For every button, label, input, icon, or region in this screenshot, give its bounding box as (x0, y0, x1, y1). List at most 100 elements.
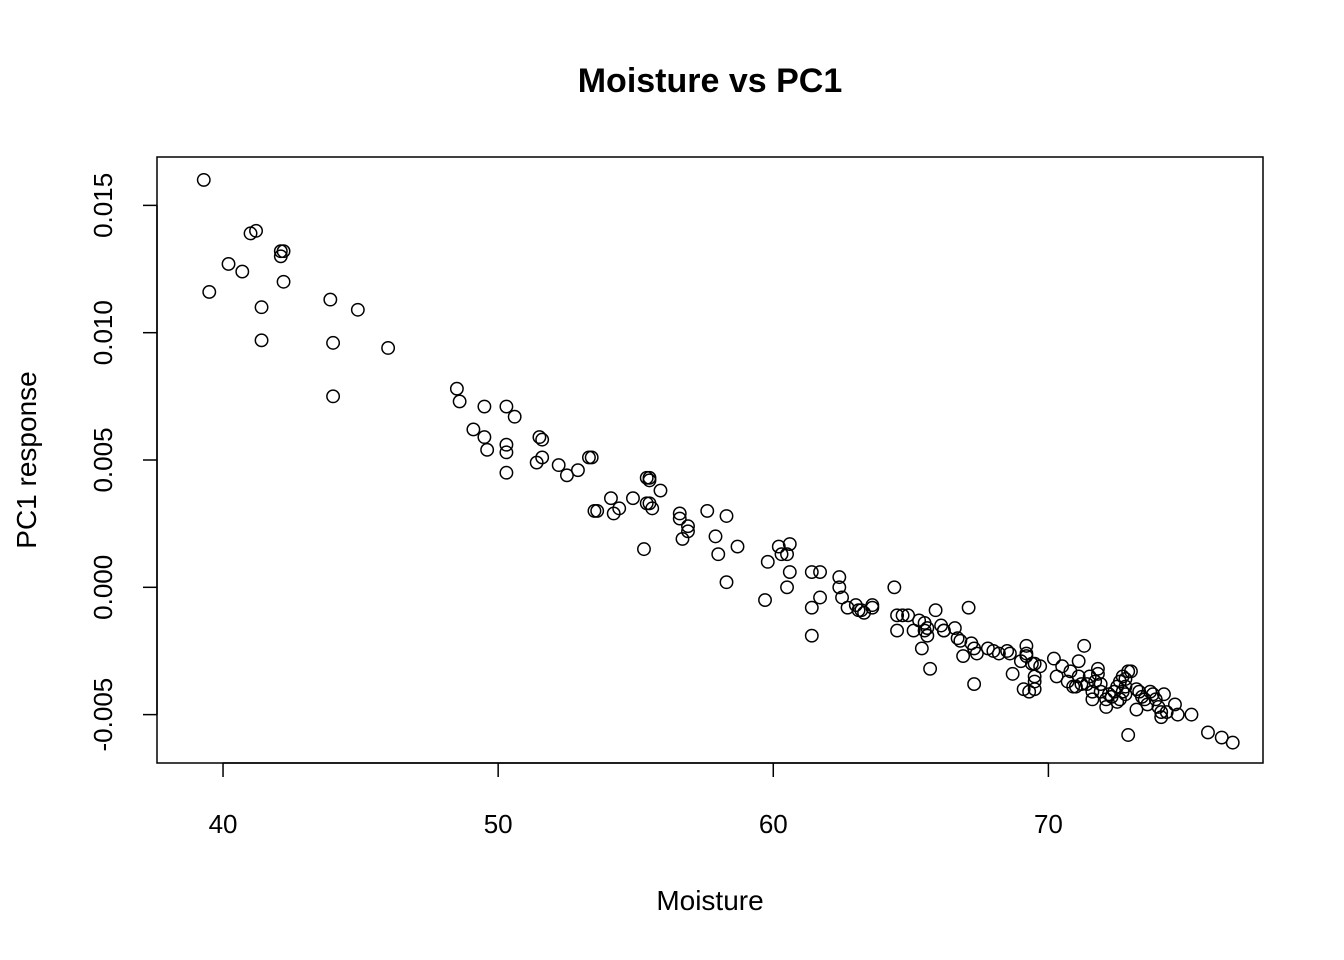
data-point (1129, 702, 1144, 717)
data-point (774, 547, 789, 562)
data-point (1118, 679, 1133, 694)
data-point (466, 422, 481, 437)
data-point (936, 623, 951, 638)
data-point (780, 547, 794, 562)
data-point (895, 608, 910, 623)
data-point (381, 341, 396, 355)
data-point (1027, 674, 1042, 689)
data-point (1085, 684, 1100, 699)
data-point (1071, 669, 1086, 684)
data-point (758, 593, 772, 607)
data-point (854, 603, 869, 618)
data-point (840, 600, 855, 615)
data-point (1090, 666, 1105, 681)
y-tick-label: 0.005 (88, 427, 118, 492)
data-point (590, 503, 605, 518)
data-point (1019, 638, 1034, 653)
data-points (196, 172, 1240, 750)
data-point (323, 292, 338, 307)
data-point (570, 463, 585, 478)
data-point (782, 565, 797, 579)
data-point (804, 565, 819, 579)
y-axis-title: PC1 response (11, 371, 42, 548)
data-point (991, 646, 1006, 661)
data-point (1121, 728, 1136, 742)
data-point (587, 503, 602, 518)
data-point (1085, 692, 1100, 707)
data-point (969, 646, 984, 661)
data-point (477, 430, 492, 445)
x-tick-label: 50 (484, 809, 513, 839)
data-point (804, 600, 819, 615)
data-point (626, 491, 640, 506)
data-point (535, 432, 550, 447)
data-point (326, 389, 341, 404)
data-point (581, 450, 596, 465)
data-point (1157, 687, 1171, 702)
data-point (559, 468, 574, 483)
data-point (782, 537, 797, 551)
data-point (551, 458, 566, 473)
data-point (890, 623, 905, 638)
data-point (813, 590, 827, 605)
data-point (700, 503, 715, 518)
data-point (923, 661, 938, 676)
data-point (1027, 682, 1042, 697)
x-axis-title: Moisture (656, 885, 763, 916)
x-tick-label: 60 (759, 809, 788, 839)
data-point (947, 621, 962, 636)
data-point (711, 547, 726, 562)
data-point (254, 300, 269, 315)
data-point (535, 450, 550, 465)
data-point (832, 580, 847, 595)
data-point (681, 519, 695, 534)
data-point (1046, 651, 1061, 666)
data-point (645, 501, 660, 516)
y-axis: -0.005 0.000 0.005 0.010 0.015 (88, 173, 158, 751)
data-point (1170, 707, 1185, 722)
data-point (804, 628, 819, 643)
data-point (730, 539, 745, 554)
y-tick-label: 0.000 (88, 555, 118, 620)
data-point (326, 335, 341, 350)
data-point (1201, 725, 1215, 740)
data-point (771, 539, 786, 554)
data-point (612, 501, 627, 516)
data-point (604, 491, 618, 506)
data-point (477, 399, 492, 414)
data-point (1123, 664, 1138, 679)
chart-title: Moisture vs PC1 (578, 62, 843, 100)
data-point (914, 641, 929, 656)
data-point (961, 600, 976, 615)
data-point (887, 580, 902, 595)
data-point (760, 554, 775, 569)
data-point (920, 628, 935, 643)
data-point (499, 437, 514, 452)
data-point (449, 381, 464, 396)
data-point (928, 603, 943, 618)
data-point (276, 244, 291, 259)
data-point (499, 399, 514, 414)
data-point (1159, 705, 1174, 720)
data-point (1168, 697, 1182, 712)
data-point (202, 284, 217, 299)
x-tick-label: 70 (1034, 809, 1063, 839)
data-point (1225, 735, 1240, 750)
data-point (653, 483, 668, 498)
data-point (480, 442, 495, 457)
data-point (1154, 705, 1169, 720)
data-point (1071, 654, 1086, 669)
data-point (235, 264, 250, 279)
data-point (249, 223, 263, 238)
data-point (950, 631, 965, 646)
data-point (708, 529, 723, 544)
data-point (832, 570, 847, 585)
data-point (196, 172, 211, 187)
data-point (254, 333, 269, 348)
data-point (532, 430, 547, 445)
y-tick-label: 0.010 (88, 300, 118, 365)
data-point (672, 511, 687, 526)
data-point (672, 506, 687, 521)
data-point (1005, 666, 1020, 681)
